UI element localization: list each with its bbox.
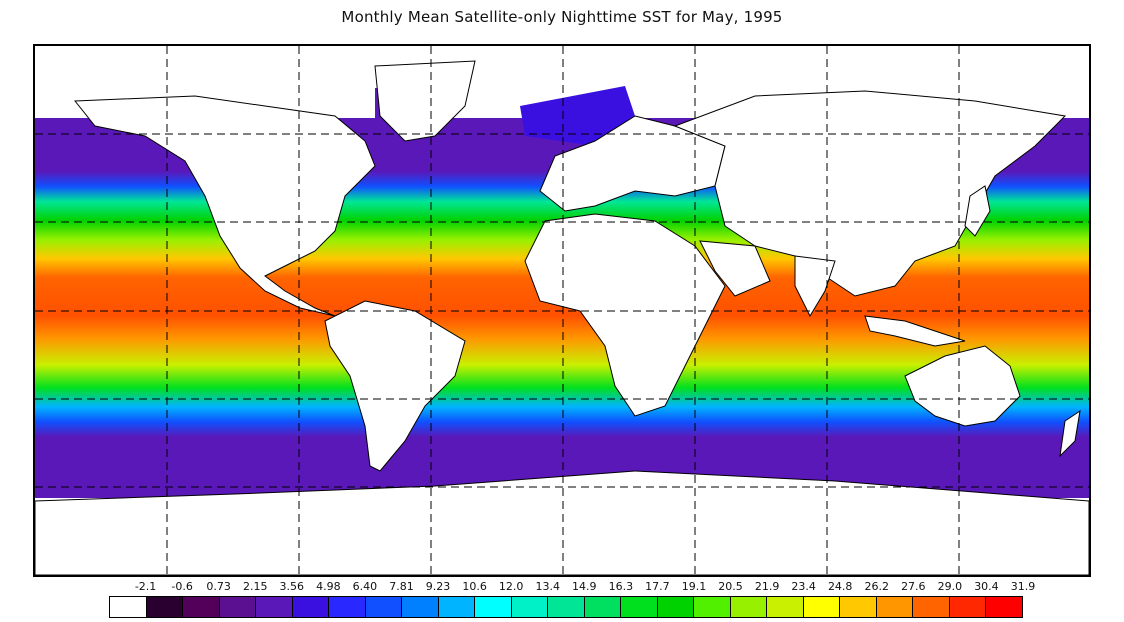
legend-tick-label: -0.6 [171, 580, 193, 593]
legend-swatch [438, 597, 476, 617]
legend-tick-label: 10.6 [462, 580, 487, 593]
legend-swatch [475, 597, 512, 617]
legend-tick-label: 29.0 [937, 580, 963, 593]
antarctica [35, 470, 1089, 575]
japan [964, 185, 991, 237]
legend-tick-label: 23.4 [791, 580, 816, 593]
land-masses [35, 60, 1089, 575]
legend-swatch [657, 597, 695, 617]
legend-swatch [730, 597, 768, 617]
legend-swatch [329, 597, 366, 617]
legend-swatch [110, 597, 147, 617]
legend-tick-label: 2.15 [242, 580, 268, 593]
legend-tick-label: 14.9 [572, 580, 597, 593]
india [794, 255, 836, 318]
legend-tick-label: 9.23 [425, 580, 451, 593]
legend-swatch [913, 597, 950, 617]
new-zealand [1059, 409, 1081, 458]
sst-map [33, 44, 1091, 577]
legend-tick-label: 6.40 [352, 580, 378, 593]
color-legend: -2.1 -0.6 0.73 2.15 3.56 4.98 6.40 7.81 9.23 10.6… [0, 578, 1124, 622]
legend-tick-label: 13.4 [535, 580, 560, 593]
legend-swatch [256, 597, 293, 617]
legend-swatch [621, 597, 658, 617]
norwegian-sea-cold-water [520, 86, 635, 146]
legend-swatch [511, 597, 549, 617]
legend-swatch [949, 597, 987, 617]
indonesia [864, 315, 966, 347]
legend-swatch [986, 597, 1022, 617]
asia [673, 90, 1067, 297]
legend-tick-label: 0.73 [206, 580, 231, 593]
legend-swatch [876, 597, 914, 617]
legend-swatch [146, 597, 184, 617]
africa [524, 213, 726, 417]
legend-tick-labels: -2.1 -0.6 0.73 2.15 3.56 4.98 6.40 7.81 9.23 10.6… [0, 578, 1124, 596]
legend-swatch [402, 597, 439, 617]
legend-tick-label: 16.3 [608, 580, 634, 593]
legend-swatch [219, 597, 257, 617]
legend-swatch [840, 597, 877, 617]
australia [904, 345, 1021, 427]
arabian-peninsula [699, 240, 771, 297]
legend-swatch [183, 597, 220, 617]
legend-tick-label: 26.2 [864, 580, 890, 593]
graticule [35, 46, 1089, 575]
legend-tick-label: 3.56 [279, 580, 305, 593]
legend-tick-label: 31.9 [1010, 580, 1036, 593]
legend-color-bar [109, 596, 1023, 618]
legend-tick-label: 19.1 [681, 580, 707, 593]
legend-tick-label: 17.7 [645, 580, 670, 593]
legend-tick-label: 4.98 [316, 580, 341, 593]
legend-tick-label: -2.1 [134, 580, 157, 593]
greenland [374, 60, 476, 142]
north-america [73, 95, 376, 317]
legend-tick-label: 21.9 [754, 580, 780, 593]
legend-tick-label: 20.5 [718, 580, 743, 593]
map-title: Monthly Mean Satellite-only Nighttime SS… [341, 8, 783, 26]
sst-map-canvas [35, 46, 1089, 575]
legend-swatch [292, 597, 330, 617]
legend-swatch [767, 597, 804, 617]
legend-swatch [365, 597, 403, 617]
legend-tick-label: 30.4 [974, 580, 999, 593]
legend-swatch [548, 597, 585, 617]
legend-tick-label: 7.81 [389, 580, 414, 593]
legend-tick-label: 12.0 [498, 580, 524, 593]
legend-swatch [803, 597, 841, 617]
legend-tick-label: 27.6 [901, 580, 926, 593]
legend-swatch [694, 597, 731, 617]
legend-tick-label: 24.8 [827, 580, 853, 593]
legend-swatch [584, 597, 622, 617]
